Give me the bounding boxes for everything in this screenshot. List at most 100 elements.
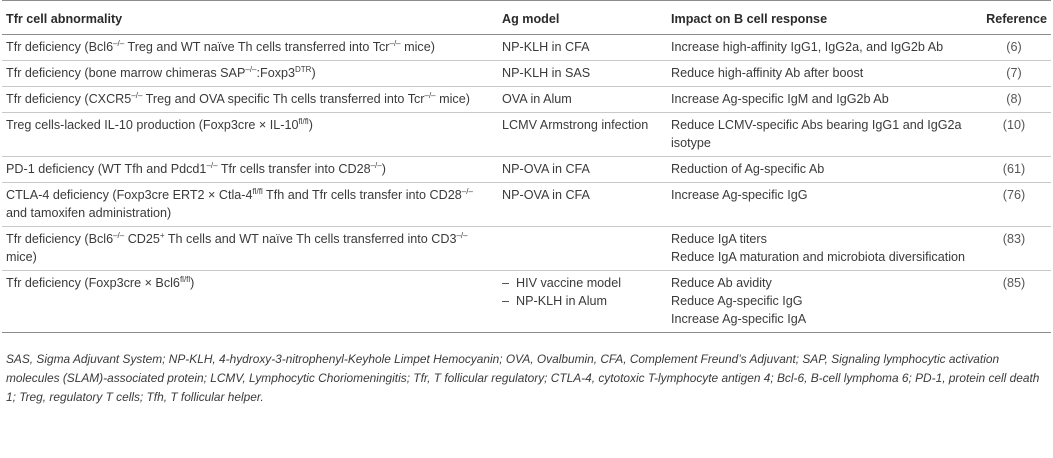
- cell-impact: Reduce IgA titers Reduce IgA maturation a…: [667, 226, 979, 271]
- cell-abnormality: PD-1 deficiency (WT Tfh and Pdcd1–/– Tfr…: [2, 156, 498, 183]
- cell-ag-model: NP-OVA in CFA: [498, 156, 667, 183]
- text-segment: CTLA-4 deficiency (Foxp3cre ERT2 × Ctla-…: [6, 188, 253, 202]
- text-segment: Treg cells-lacked IL-10 production (Foxp…: [6, 118, 299, 132]
- cell-abnormality: Tfr deficiency (Bcl6–/– Treg and WT naïv…: [2, 34, 498, 61]
- impact-line: Reduce LCMV-specific Abs bearing IgG1 an…: [671, 118, 962, 150]
- text-segment: mice): [435, 92, 470, 106]
- table-row: CTLA-4 deficiency (Foxp3cre ERT2 × Ctla-…: [2, 182, 1051, 227]
- superscript: –/–: [113, 231, 125, 240]
- cell-ag-model: HIV vaccine modelNP-KLH in Alum: [498, 270, 667, 333]
- cell-reference: (8): [979, 86, 1051, 113]
- ag-model-line: OVA in Alum: [502, 92, 572, 106]
- text-segment: Treg and OVA specific Th cells transferr…: [142, 92, 425, 106]
- table-row: PD-1 deficiency (WT Tfh and Pdcd1–/– Tfr…: [2, 156, 1051, 183]
- superscript: +: [159, 231, 165, 240]
- table-row: Tfr deficiency (Foxp3cre × Bcl6fl/fl)HIV…: [2, 270, 1051, 333]
- cell-reference: (6): [979, 34, 1051, 61]
- text-segment: Tfh and Tfr cells transfer into CD28: [262, 188, 462, 202]
- text-segment: Th cells and WT naïve Th cells transferr…: [164, 232, 457, 246]
- impact-line: Increase Ag-specific IgA: [671, 312, 807, 326]
- table-footnote: SAS, Sigma Adjuvant System; NP-KLH, 4-hy…: [6, 352, 1040, 404]
- cell-abnormality: Tfr deficiency (Foxp3cre × Bcl6fl/fl): [2, 270, 498, 333]
- text-segment: Treg and WT naïve Th cells transferred i…: [124, 40, 390, 54]
- text-segment: Tfr cells transfer into CD28: [217, 162, 371, 176]
- text-segment: CD25: [124, 232, 160, 246]
- superscript: fl/fl: [298, 117, 309, 126]
- text-segment: ): [311, 66, 316, 80]
- header-abnormality: Tfr cell abnormality: [2, 0, 498, 35]
- text-segment: ): [308, 118, 313, 132]
- impact-line: Increase Ag-specific IgG: [671, 188, 808, 202]
- superscript: –/–: [370, 161, 382, 170]
- superscript: –/–: [456, 231, 468, 240]
- ag-model-line: NP-KLH in Alum: [502, 292, 661, 310]
- cell-ag-model: NP-KLH in CFA: [498, 34, 667, 61]
- table-row: Tfr deficiency (CXCR5–/– Treg and OVA sp…: [2, 86, 1051, 113]
- text-segment: Tfr deficiency (bone marrow chimeras SAP: [6, 66, 246, 80]
- table-row: Tfr deficiency (Bcl6–/– CD25+ Th cells a…: [2, 226, 1051, 271]
- ag-model-line: NP-KLH in CFA: [502, 40, 590, 54]
- cell-impact: Increase Ag-specific IgG: [667, 182, 979, 227]
- impact-line: Reduce IgA titers: [671, 232, 767, 246]
- cell-impact: Reduce LCMV-specific Abs bearing IgG1 an…: [667, 112, 979, 157]
- impact-line: Reduce IgA maturation and microbiota div…: [671, 250, 966, 264]
- superscript: –/–: [461, 187, 473, 196]
- text-segment: ): [190, 276, 195, 290]
- impact-line: Reduction of Ag-specific Ab: [671, 162, 825, 176]
- superscript: fl/fl: [179, 275, 191, 284]
- cell-ag-model: NP-KLH in SAS: [498, 60, 667, 87]
- impact-line: Increase Ag-specific IgM and IgG2b Ab: [671, 92, 889, 106]
- cell-abnormality: Tfr deficiency (CXCR5–/– Treg and OVA sp…: [2, 86, 498, 113]
- ag-model-line: NP-KLH in SAS: [502, 66, 591, 80]
- text-segment: ): [381, 162, 386, 176]
- impact-line: Reduce high-affinity Ab after boost: [671, 66, 864, 80]
- cell-impact: Reduce Ab avidity Reduce Ag-specific IgG I…: [667, 270, 979, 333]
- header-reference: Reference: [979, 0, 1051, 35]
- cell-ag-model: OVA in Alum: [498, 86, 667, 113]
- superscript: –/–: [206, 161, 218, 170]
- superscript: –/–: [389, 39, 401, 48]
- text-segment: Tfr deficiency (Foxp3cre × Bcl6: [6, 276, 180, 290]
- cell-ag-model: LCMV Armstrong infection: [498, 112, 667, 157]
- table-row: Tfr deficiency (bone marrow chimeras SAP…: [2, 60, 1051, 87]
- ag-model-line: HIV vaccine model: [502, 274, 661, 292]
- impact-line: Increase high-affinity IgG1, IgG2a, and …: [671, 40, 944, 54]
- cell-reference: (83): [979, 226, 1051, 271]
- header-impact: Impact on B cell response: [667, 0, 979, 35]
- ag-model-line: NP-OVA in CFA: [502, 162, 590, 176]
- superscript: –/–: [245, 65, 257, 74]
- text-segment: Tfr deficiency (CXCR5: [6, 92, 132, 106]
- text-segment: Tfr deficiency (Bcl6: [6, 40, 114, 54]
- cell-ag-model: NP-OVA in CFA: [498, 182, 667, 227]
- cell-reference: (76): [979, 182, 1051, 227]
- cell-impact: Increase high-affinity IgG1, IgG2a, and …: [667, 34, 979, 61]
- superscript: –/–: [113, 39, 125, 48]
- cell-reference: (10): [979, 112, 1051, 157]
- superscript: DTR: [295, 65, 312, 74]
- cell-impact: Reduction of Ag-specific Ab: [667, 156, 979, 183]
- superscript: fl/fl: [252, 187, 263, 196]
- data-table: Tfr cell abnormality Ag model Impact on …: [2, 0, 1051, 333]
- cell-reference: (85): [979, 270, 1051, 333]
- text-segment: :Foxp3: [256, 66, 296, 80]
- text-segment: Tfr deficiency (Bcl6: [6, 232, 114, 246]
- impact-line: Reduce Ab avidity: [671, 276, 772, 290]
- cell-abnormality: CTLA-4 deficiency (Foxp3cre ERT2 × Ctla-…: [2, 182, 498, 227]
- text-segment: mice): [400, 40, 435, 54]
- table-row: Tfr deficiency (Bcl6–/– Treg and WT naïv…: [2, 34, 1051, 61]
- cell-abnormality: Tfr deficiency (bone marrow chimeras SAP…: [2, 60, 498, 87]
- cell-reference: (61): [979, 156, 1051, 183]
- text-segment: mice): [6, 250, 37, 264]
- superscript: –/–: [131, 91, 143, 100]
- cell-abnormality: Tfr deficiency (Bcl6–/– CD25+ Th cells a…: [2, 226, 498, 271]
- cell-ag-model: [498, 226, 667, 271]
- cell-impact: Reduce high-affinity Ab after boost: [667, 60, 979, 87]
- cell-impact: Increase Ag-specific IgM and IgG2b Ab: [667, 86, 979, 113]
- impact-line: Reduce Ag-specific IgG: [671, 294, 803, 308]
- cell-reference: (7): [979, 60, 1051, 87]
- cell-abnormality: Treg cells-lacked IL-10 production (Foxp…: [2, 112, 498, 157]
- ag-model-line: LCMV Armstrong infection: [502, 118, 649, 132]
- table-row: Treg cells-lacked IL-10 production (Foxp…: [2, 112, 1051, 157]
- table-body: Tfr deficiency (Bcl6–/– Treg and WT naïv…: [2, 34, 1051, 333]
